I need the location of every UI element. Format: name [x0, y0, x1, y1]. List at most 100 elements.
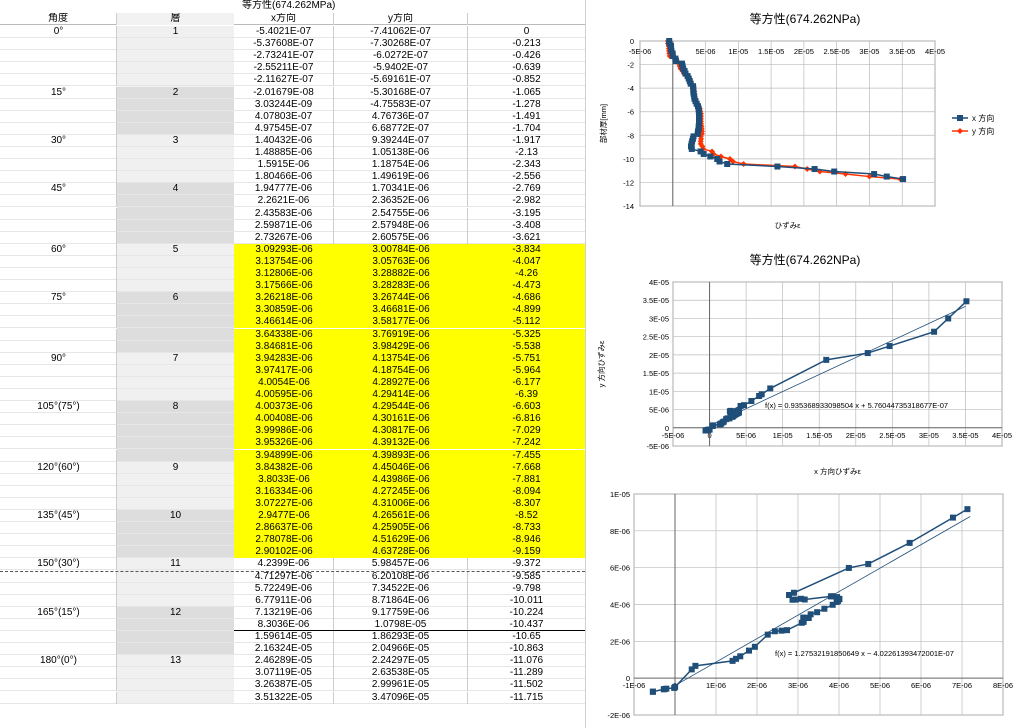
angle-cell[interactable] [0, 643, 117, 656]
layer-cell[interactable] [117, 522, 234, 534]
y-strain-cell[interactable]: 2.63538E-05 [334, 667, 468, 680]
x-strain-cell[interactable]: -2.55211E-07 [234, 62, 334, 75]
layer-cell[interactable] [117, 571, 234, 583]
x-strain-cell[interactable]: -2.11627E-07 [234, 74, 334, 87]
depth-cell[interactable]: -8.52 [468, 510, 585, 522]
layer-cell[interactable] [117, 619, 234, 631]
angle-cell[interactable] [0, 134, 117, 147]
depth-cell[interactable]: -2.13 [515, 147, 538, 158]
y-strain-cell[interactable]: 9.39244E-07 [334, 134, 468, 147]
x-strain-cell[interactable]: 3.51322E-05 [234, 691, 334, 704]
depth-cell[interactable]: -4.047 [468, 255, 585, 268]
angle-cell[interactable] [0, 110, 117, 123]
depth-cell[interactable]: -6.603 [468, 401, 585, 414]
angle-cell[interactable] [0, 268, 117, 280]
y-strain-cell[interactable]: 2.60575E-06 [334, 231, 468, 244]
depth-cell[interactable]: -10.863 [509, 643, 544, 655]
y-strain-cell[interactable]: 4.31006E-06 [334, 497, 468, 510]
angle-cell[interactable] [0, 219, 117, 232]
y-strain-cell[interactable]: -5.69161E-07 [334, 74, 468, 87]
y-strain-cell[interactable]: 4.30817E-06 [334, 425, 468, 438]
y-strain-cell[interactable]: 3.05763E-06 [334, 255, 468, 268]
depth-cell[interactable]: -1.917 [512, 134, 541, 146]
layer-cell[interactable] [117, 425, 234, 437]
layer-cell[interactable] [117, 159, 234, 171]
depth-cell[interactable]: -5.112 [468, 316, 585, 329]
y-strain-cell[interactable]: 3.47096E-05 [334, 691, 468, 704]
x-strain-cell[interactable]: 5.72249E-06 [234, 582, 334, 595]
x-strain-cell[interactable]: 1.59614E-05 [234, 631, 334, 643]
depth-cell[interactable]: -10.437 [509, 618, 544, 630]
layer-cell[interactable] [117, 595, 234, 607]
x-strain-cell[interactable]: 2.78078E-06 [234, 534, 334, 547]
angle-cell[interactable] [0, 328, 117, 341]
layer-cell[interactable] [117, 329, 234, 341]
y-strain-cell[interactable]: -7.41062E-07 [334, 26, 468, 38]
y-strain-cell[interactable]: 1.86293E-05 [334, 631, 468, 643]
angle-cell[interactable] [0, 510, 117, 522]
x-strain-cell[interactable]: 4.71297E-06 [234, 570, 334, 583]
y-strain-cell[interactable]: 4.29544E-06 [334, 401, 468, 414]
y-strain-cell[interactable]: 4.43986E-06 [334, 473, 468, 486]
layer-cell[interactable] [117, 208, 234, 220]
x-strain-cell[interactable]: 2.73267E-06 [234, 231, 334, 244]
angle-cell[interactable] [0, 631, 117, 643]
layer-cell[interactable] [117, 692, 234, 704]
depth-cell[interactable]: -3.195 [512, 207, 541, 219]
x-strain-cell[interactable]: 2.59871E-06 [234, 219, 334, 232]
x-strain-cell[interactable]: 2.90102E-06 [234, 546, 334, 559]
angle-cell[interactable] [0, 243, 117, 256]
x-strain-cell[interactable]: 4.2399E-06 [234, 558, 334, 571]
angle-cell[interactable] [0, 50, 117, 63]
x-strain-cell[interactable]: 3.26387E-05 [234, 679, 334, 692]
angle-cell[interactable] [0, 364, 117, 377]
y-strain-cell[interactable]: 1.0798E-05 [334, 618, 468, 631]
y-strain-cell[interactable]: 2.24297E-05 [334, 655, 468, 668]
x-strain-cell[interactable]: 8.3036E-06 [234, 618, 334, 631]
x-strain-cell[interactable]: 2.86637E-06 [234, 522, 334, 535]
x-strain-cell[interactable]: 3.94283E-06 [234, 352, 334, 365]
y-strain-cell[interactable]: -6.0272E-07 [334, 50, 468, 63]
y-strain-cell[interactable]: 6.20108E-06 [334, 570, 468, 583]
y-strain-cell[interactable]: -7.30268E-07 [334, 38, 468, 51]
layer-cell[interactable] [117, 534, 234, 546]
angle-cell[interactable] [0, 655, 117, 668]
y-strain-cell[interactable]: 2.36352E-06 [334, 195, 468, 208]
depth-cell[interactable]: -8.094 [468, 485, 585, 498]
angle-cell[interactable] [0, 122, 117, 135]
angle-cell[interactable] [0, 159, 117, 172]
layer-cell[interactable] [117, 147, 234, 159]
y-strain-cell[interactable]: 8.71864E-06 [334, 594, 468, 607]
layer-cell[interactable] [117, 437, 234, 449]
depth-cell[interactable]: -11.715 [509, 691, 544, 703]
layer-cell[interactable] [117, 38, 234, 50]
angle-cell[interactable] [0, 280, 117, 293]
y-strain-cell[interactable]: 3.28283E-06 [334, 280, 468, 293]
y-strain-cell[interactable]: 3.98429E-06 [334, 340, 468, 353]
depth-cell[interactable]: -9.585 [512, 570, 541, 582]
angle-cell[interactable] [0, 691, 117, 704]
depth-cell[interactable]: -5.325 [468, 328, 585, 341]
x-strain-cell[interactable]: 2.43583E-06 [234, 207, 334, 220]
x-strain-cell[interactable]: 3.97417E-06 [234, 364, 334, 377]
layer-cell[interactable] [117, 413, 234, 425]
depth-cell[interactable]: -0.426 [512, 50, 541, 62]
angle-cell[interactable] [0, 679, 117, 692]
x-strain-cell[interactable]: 2.9477E-06 [234, 510, 334, 522]
x-strain-cell[interactable]: 7.13219E-06 [234, 606, 334, 619]
x-strain-cell[interactable]: 1.5915E-06 [234, 159, 334, 172]
layer-cell[interactable] [117, 389, 234, 401]
depth-cell[interactable]: -1.065 [512, 86, 541, 98]
depth-cell[interactable]: -2.343 [512, 159, 541, 171]
x-strain-cell[interactable]: 3.03244E-09 [234, 98, 334, 111]
depth-cell[interactable]: -3.834 [468, 243, 585, 256]
angle-cell[interactable] [0, 98, 117, 111]
layer-cell[interactable] [117, 304, 234, 316]
depth-cell[interactable]: -2.982 [512, 195, 541, 207]
y-strain-cell[interactable]: 6.68772E-07 [334, 122, 468, 135]
header-x-cell[interactable]: x方向 [234, 13, 334, 25]
x-strain-cell[interactable]: -2.73241E-07 [234, 50, 334, 63]
x-strain-cell[interactable]: 3.07227E-06 [234, 497, 334, 510]
depth-cell[interactable]: -7.881 [468, 473, 585, 486]
layer-cell[interactable] [117, 171, 234, 183]
